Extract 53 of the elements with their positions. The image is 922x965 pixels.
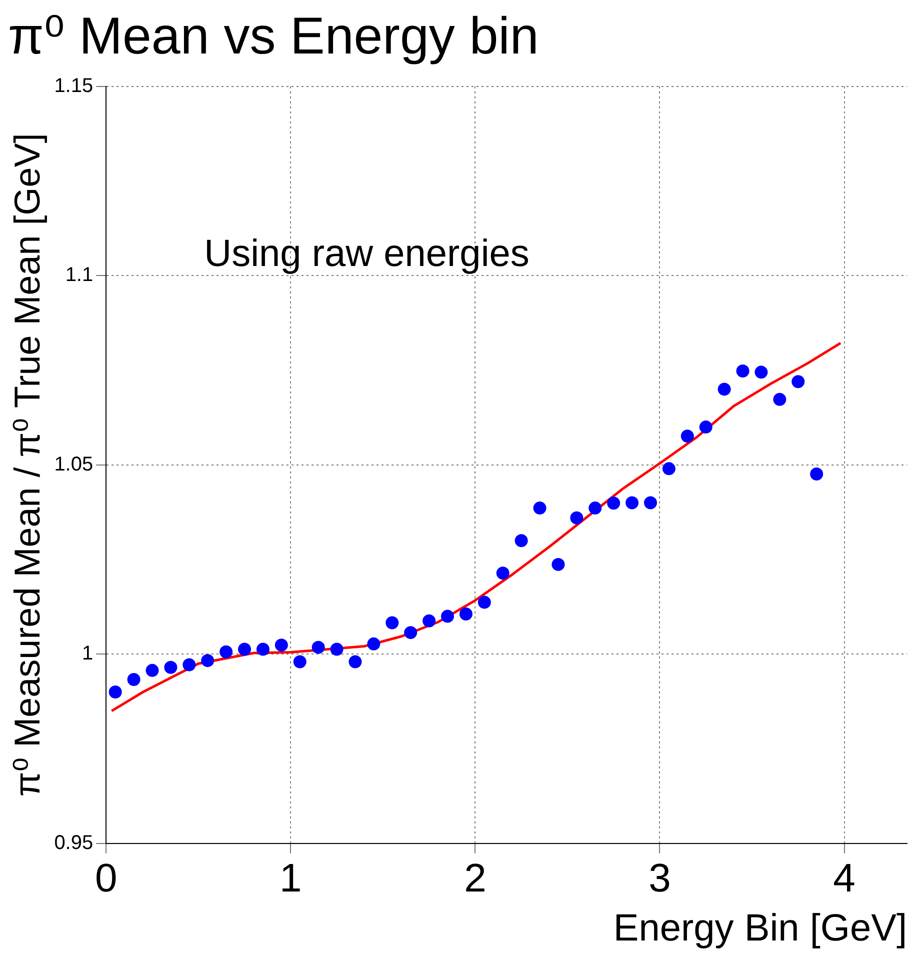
point [182,658,196,672]
point [404,626,418,640]
x-axis-title: Energy Bin [GeV] [613,908,907,950]
point [441,610,454,623]
point [348,655,362,668]
point [312,640,325,654]
point [164,660,178,674]
point [699,420,712,434]
x-tick-label: 0 [95,856,118,900]
point [330,642,344,656]
point [680,430,694,443]
point [810,467,824,480]
y-tick-label: 1 [82,642,94,665]
point [570,511,584,524]
y-tick-label: 0.95 [54,832,94,854]
chart-title: π⁰ Mean vs Energy bin [8,8,539,66]
point [220,645,233,658]
point [662,462,676,476]
x-tick-label: 2 [464,856,486,900]
point [496,566,510,580]
point [514,534,528,548]
point [533,502,546,515]
point [736,364,750,378]
point [201,654,214,668]
y-tick-label: 1.05 [54,453,94,476]
point [773,392,786,406]
point [422,614,436,628]
point [459,608,472,621]
point [146,664,159,677]
y-axis-title: π⁰ Measured Mean / π⁰ True Mean [GeV] [6,133,48,797]
point [588,502,602,515]
x-tick-label: 3 [648,856,671,900]
point [552,558,565,571]
point [626,496,639,510]
point [238,642,252,656]
point [792,375,805,388]
point [108,686,122,698]
point [644,496,657,510]
x-tick-label: 1 [280,856,302,900]
point [293,655,306,668]
y-tick-label: 1.1 [65,264,94,286]
point [367,637,380,650]
point [274,638,288,652]
point [256,642,270,656]
x-tick-label: 4 [833,856,856,900]
point [718,382,731,396]
point [754,366,768,379]
annotation: Using raw energies [204,232,530,275]
y-tick-label: 1.15 [54,74,94,97]
point [386,616,399,630]
point [127,673,140,686]
point [607,496,620,510]
point [478,596,491,609]
